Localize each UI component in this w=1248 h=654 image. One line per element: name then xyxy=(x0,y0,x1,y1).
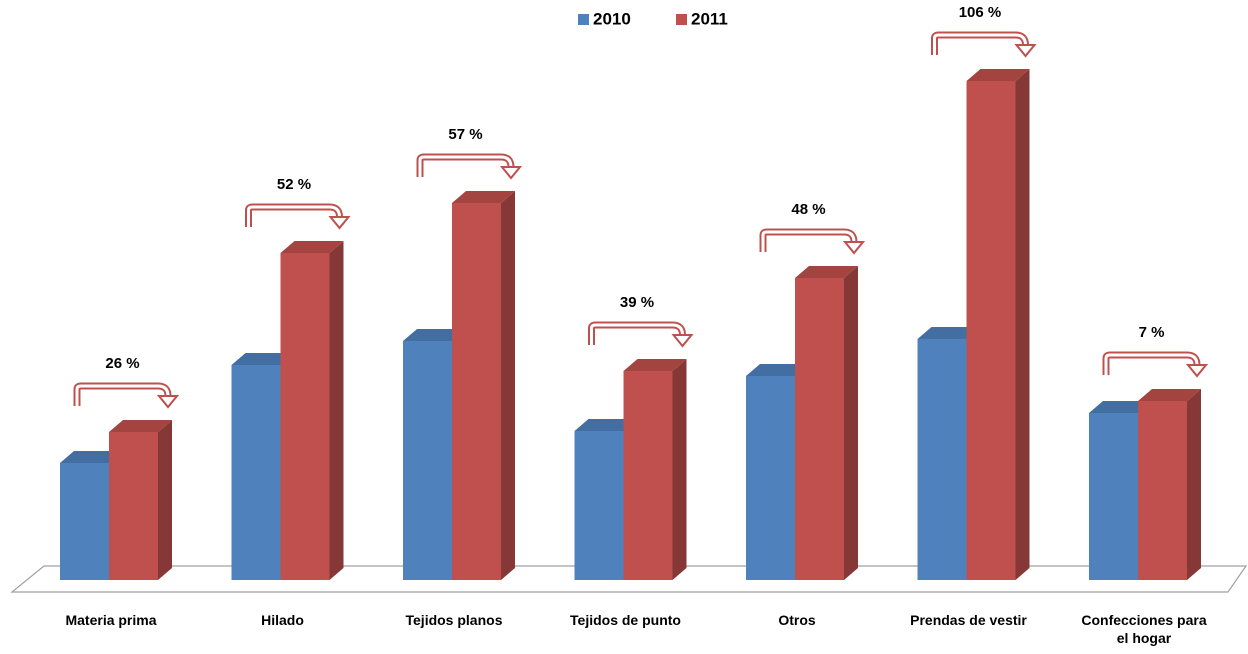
bar-top xyxy=(60,451,123,463)
bar xyxy=(231,365,281,580)
bar-side xyxy=(672,359,687,580)
legend-label: 2010 xyxy=(593,9,631,28)
arrow-head xyxy=(156,395,180,409)
bar xyxy=(280,253,330,580)
bar-side xyxy=(1015,69,1030,580)
x-tick-label: Hilado xyxy=(261,612,304,628)
x-tick-label: Confecciones para el hogar xyxy=(1081,612,1207,646)
growth-label: 57 % xyxy=(448,126,482,143)
bar xyxy=(1089,413,1138,580)
x-tick-label: Tejidos de punto xyxy=(570,612,681,628)
arrow-outline xyxy=(1102,351,1201,375)
bar xyxy=(574,431,624,580)
arrow-outline xyxy=(245,203,343,227)
bar-top xyxy=(623,359,687,371)
bar-side xyxy=(844,266,858,580)
arrow-inner xyxy=(933,33,1027,55)
legend-swatch xyxy=(676,14,687,25)
bar-side xyxy=(1187,389,1201,580)
arrow-inner xyxy=(75,384,170,406)
bar-top xyxy=(452,191,515,203)
growth-label: 52 % xyxy=(277,176,311,193)
growth-label: 106 % xyxy=(959,4,1002,21)
bar-top xyxy=(109,420,172,432)
bar-top xyxy=(231,353,295,365)
arrow-outline xyxy=(416,153,515,177)
bar xyxy=(746,376,795,580)
arrow-outline xyxy=(73,382,172,406)
arrow-inner xyxy=(247,205,341,227)
arrow-head xyxy=(842,241,866,255)
bar-side xyxy=(501,191,515,580)
x-tick-label: Otros xyxy=(778,612,816,628)
arrow-head xyxy=(1185,364,1209,378)
x-tick-label: Prendas de vestir xyxy=(910,612,1027,628)
bar-top xyxy=(574,419,638,431)
growth-label: 48 % xyxy=(791,201,825,218)
bar xyxy=(917,339,967,580)
bar-top xyxy=(280,241,344,253)
bar xyxy=(623,371,673,580)
bar-side xyxy=(158,420,172,580)
arrow-inner xyxy=(761,230,856,252)
bar-top xyxy=(1138,389,1201,401)
x-tick-label: Materia prima xyxy=(65,612,157,628)
bar xyxy=(1138,401,1187,580)
bar xyxy=(403,341,452,580)
bar-top xyxy=(966,69,1030,81)
arrow-outline xyxy=(759,228,858,252)
legend-label: 2011 xyxy=(691,9,728,28)
bar xyxy=(966,81,1016,580)
bar xyxy=(795,278,844,580)
arrow-head xyxy=(671,334,694,348)
arrow-outline xyxy=(931,31,1029,55)
bar-side xyxy=(329,241,344,580)
bar-top xyxy=(746,364,809,376)
bar xyxy=(109,432,158,580)
arrow-head xyxy=(499,166,523,180)
arrow-inner xyxy=(418,155,513,177)
arrow-head xyxy=(328,216,351,230)
bar-top xyxy=(795,266,858,278)
growth-label: 26 % xyxy=(105,355,139,372)
growth-label: 39 % xyxy=(620,294,654,311)
arrow-inner xyxy=(590,323,684,345)
bar-top xyxy=(917,327,981,339)
legend-swatch xyxy=(578,14,589,25)
bar-top xyxy=(403,329,466,341)
arrow-outline xyxy=(588,321,686,345)
bar xyxy=(60,463,109,580)
bar-top xyxy=(1089,401,1152,413)
arrow-inner xyxy=(1104,353,1199,375)
x-tick-label: Tejidos planos xyxy=(405,612,503,628)
bar xyxy=(452,203,501,580)
arrow-head xyxy=(1014,44,1037,58)
growth-label: 7 % xyxy=(1139,324,1165,341)
